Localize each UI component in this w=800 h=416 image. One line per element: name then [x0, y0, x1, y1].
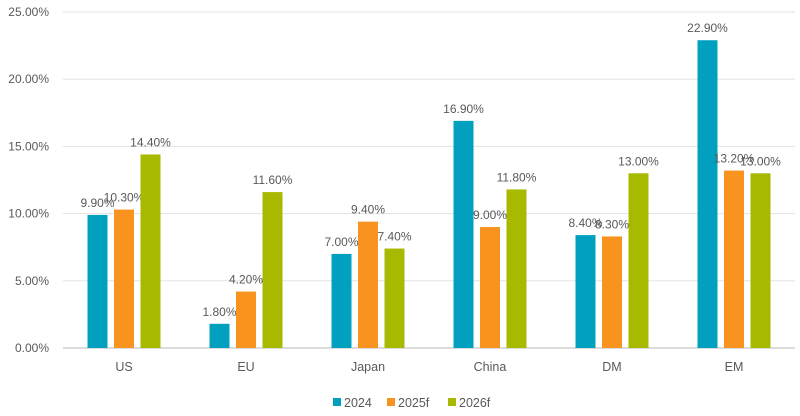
y-tick-label: 25.00%: [8, 5, 49, 19]
data-label: 9.40%: [351, 203, 385, 217]
data-label: 13.00%: [740, 154, 781, 168]
bar-2026f-China: [506, 189, 527, 348]
x-tick-label: DM: [602, 360, 621, 374]
legend-swatch-2026f: [448, 398, 456, 406]
data-label: 11.60%: [253, 173, 293, 187]
data-label: 9.00%: [473, 208, 507, 222]
data-label: 7.40%: [377, 230, 411, 244]
legend-label: 2025f: [398, 396, 430, 410]
x-tick-label: EM: [725, 360, 744, 374]
data-label: 4.20%: [229, 273, 263, 287]
bar-2025f-US: [114, 209, 134, 348]
x-tick-label: Japan: [351, 360, 385, 374]
data-label: 10.30%: [104, 191, 145, 205]
data-label: 8.30%: [595, 217, 629, 231]
data-label: 13.20%: [714, 152, 755, 166]
bar-2024-Japan: [331, 253, 352, 348]
data-label: 7.00%: [324, 235, 358, 249]
legend-swatch-2025f: [387, 398, 395, 406]
bar-2024-US: [87, 214, 108, 348]
y-tick-label: 10.00%: [8, 207, 49, 221]
bar-2024-EU: [209, 323, 230, 348]
bar-2026f-DM: [628, 173, 649, 348]
bar-2026f-EM: [750, 173, 771, 348]
bar-2025f-EM: [724, 170, 744, 348]
data-label: 9.90%: [80, 196, 114, 210]
x-tick-label: EU: [237, 360, 254, 374]
data-label: 22.90%: [687, 21, 728, 35]
data-label: 1.80%: [202, 305, 236, 319]
data-label: 13.00%: [618, 154, 659, 168]
y-tick-label: 5.00%: [15, 274, 49, 288]
bar-2025f-China: [480, 227, 500, 348]
data-label: 14.40%: [130, 135, 171, 149]
bar-2024-DM: [575, 235, 596, 348]
bar-2026f-Japan: [384, 248, 405, 348]
bar-2025f-DM: [602, 236, 622, 348]
data-label: 8.40%: [568, 216, 602, 230]
x-tick-label: US: [115, 360, 132, 374]
legend-swatch-2024: [333, 398, 341, 406]
legend-label: 2024: [344, 396, 372, 410]
bar-2025f-Japan: [358, 221, 378, 348]
legend-label: 2026f: [459, 396, 491, 410]
y-tick-label: 20.00%: [8, 72, 49, 86]
bar-2026f-US: [140, 154, 161, 348]
bar-2025f-EU: [236, 291, 256, 348]
data-label: 11.80%: [497, 170, 537, 184]
x-tick-label: China: [474, 360, 507, 374]
data-label: 16.90%: [443, 102, 484, 116]
y-tick-label: 15.00%: [8, 139, 49, 153]
bar-2024-China: [453, 120, 474, 348]
bar-2026f-EU: [262, 192, 283, 348]
bar-2024-EM: [697, 40, 718, 348]
y-tick-label: 0.00%: [15, 341, 49, 355]
